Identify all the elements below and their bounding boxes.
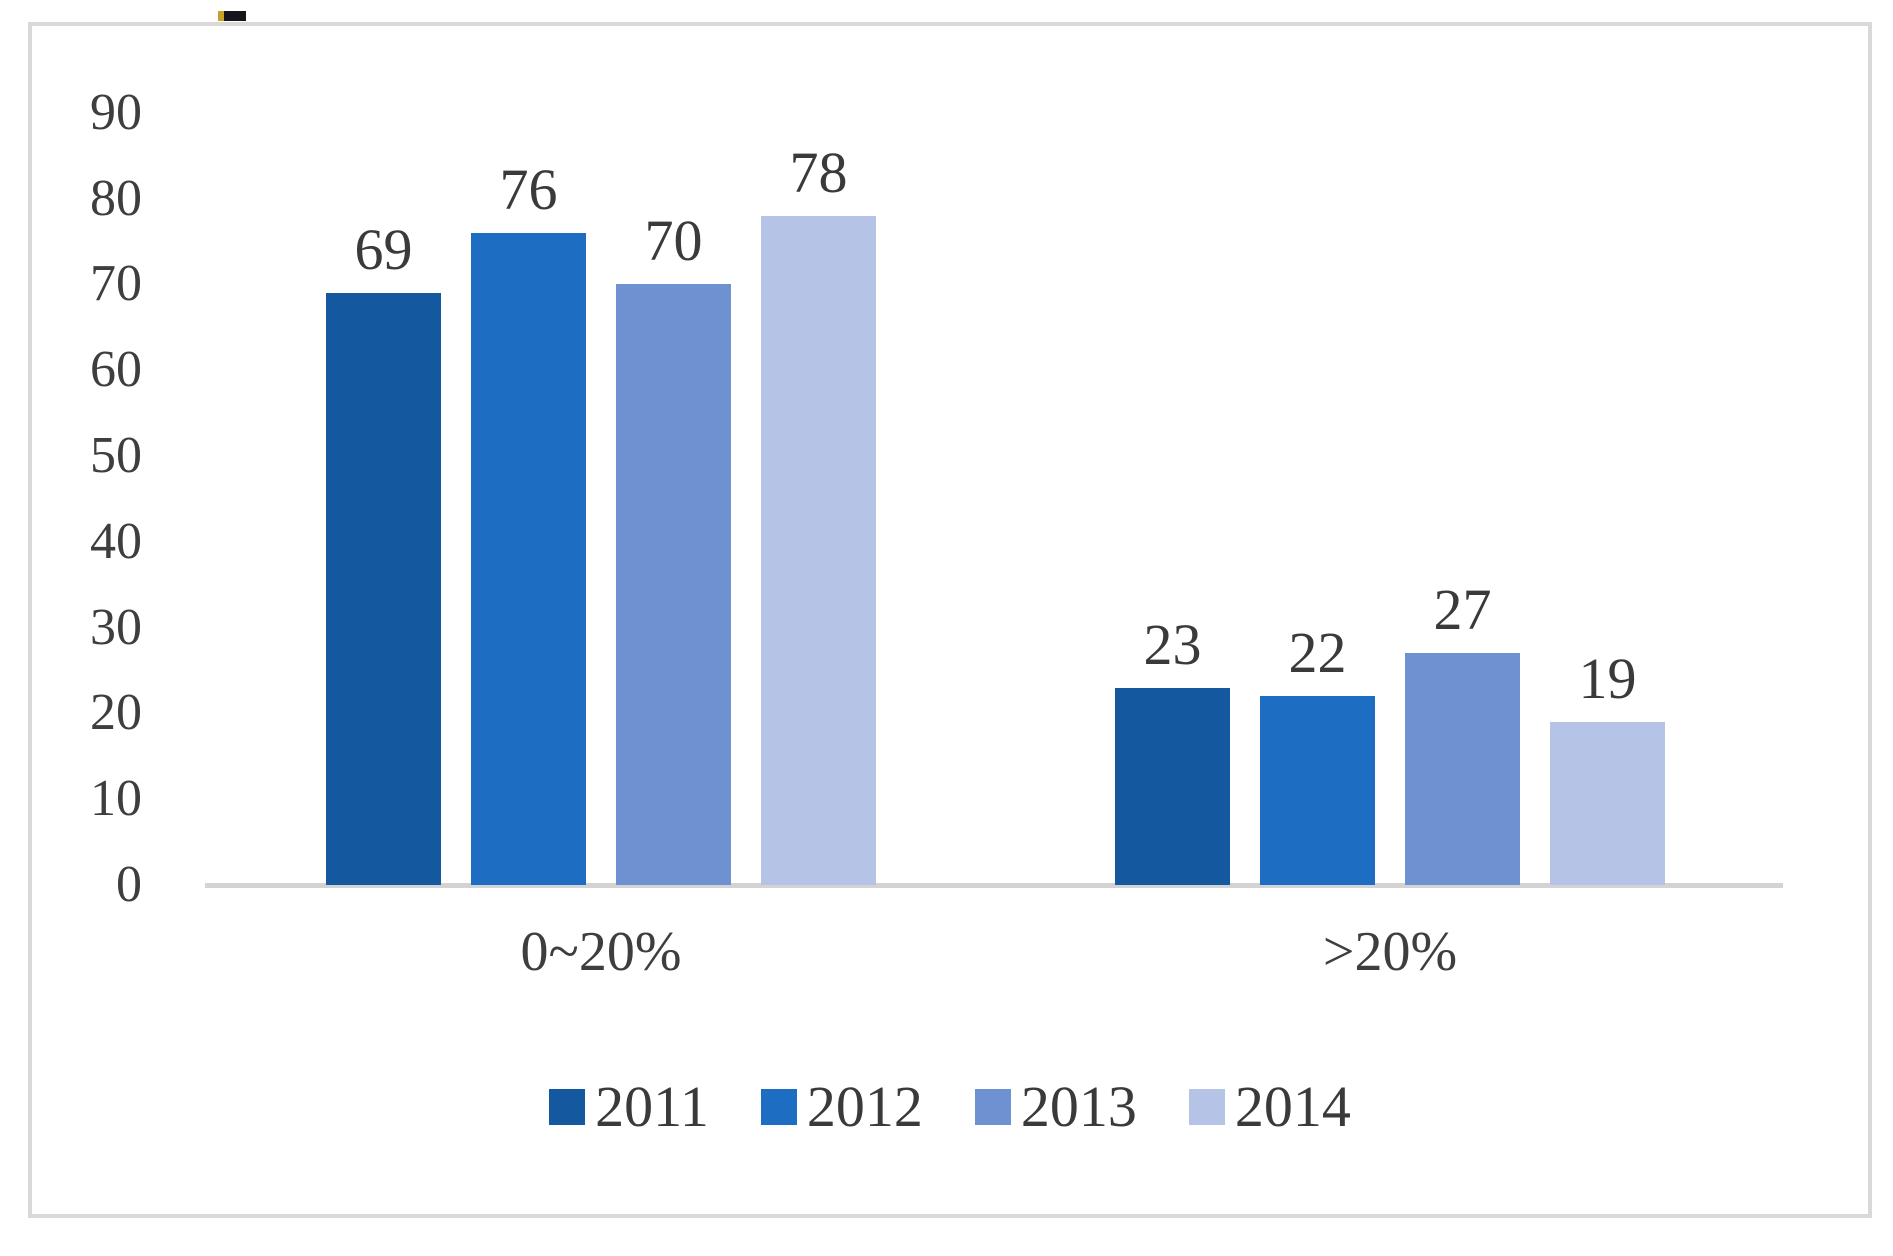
y-axis-tick-label-40: 40 bbox=[90, 512, 142, 570]
y-axis-tick-label-10: 10 bbox=[90, 770, 142, 828]
bar-chart-plot-area: 0 10 20 30 40 50 60 70 80 90 69 76 70 78 0~20% 23 22 27 19… bbox=[32, 26, 1868, 1214]
data-label-2014-category-2: 19 bbox=[1578, 646, 1637, 711]
bar-2011-category-1 bbox=[326, 293, 441, 885]
chart-legend: 2011 2012 2013 2014 bbox=[32, 1078, 1868, 1136]
y-axis-tick-label-60: 60 bbox=[90, 341, 142, 399]
legend-label-2014: 2014 bbox=[1234, 1074, 1351, 1139]
data-label-2014-category-1: 78 bbox=[789, 140, 848, 205]
data-label-2011-category-1: 69 bbox=[354, 217, 413, 282]
chart-frame: 0 10 20 30 40 50 60 70 80 90 69 76 70 78 0~20% 23 22 27 19… bbox=[28, 22, 1872, 1218]
y-axis-tick-label-90: 90 bbox=[90, 83, 142, 141]
bar-2014-category-1 bbox=[761, 216, 876, 885]
top-edge-mark bbox=[218, 11, 246, 21]
data-label-2012-category-2: 22 bbox=[1288, 620, 1347, 685]
legend-swatch-icon-2012 bbox=[760, 1089, 797, 1125]
y-axis-tick-label-30: 30 bbox=[90, 598, 142, 656]
legend-item-2014: 2014 bbox=[1188, 1074, 1351, 1139]
legend-item-2011: 2011 bbox=[549, 1078, 709, 1136]
legend-label-2013: 2013 bbox=[1020, 1074, 1137, 1139]
x-axis-category-label-1: 0~20% bbox=[520, 921, 682, 983]
legend-label-2012: 2012 bbox=[806, 1074, 923, 1139]
bar-2012-category-1 bbox=[471, 233, 586, 885]
bar-2013-category-2 bbox=[1405, 653, 1520, 885]
legend-swatch-icon-2014 bbox=[1188, 1089, 1225, 1125]
bar-2011-category-2 bbox=[1115, 688, 1230, 885]
bar-2013-category-1 bbox=[616, 284, 731, 885]
legend-label-2011: 2011 bbox=[595, 1074, 709, 1139]
bar-2014-category-2 bbox=[1550, 722, 1665, 885]
x-axis-category-label-2: >20% bbox=[1322, 921, 1458, 983]
legend-item-2013: 2013 bbox=[974, 1074, 1137, 1139]
bar-2012-category-2 bbox=[1260, 696, 1375, 885]
legend-item-2012: 2012 bbox=[760, 1074, 923, 1139]
legend-swatch-icon-2013 bbox=[974, 1089, 1011, 1125]
data-label-2012-category-1: 76 bbox=[499, 157, 558, 222]
y-axis-tick-label-50: 50 bbox=[90, 427, 142, 484]
x-axis-line bbox=[205, 883, 1783, 888]
y-axis-tick-label-70: 70 bbox=[90, 255, 142, 313]
y-axis-tick-label-80: 80 bbox=[90, 169, 142, 227]
data-label-2013-category-2: 27 bbox=[1433, 577, 1492, 642]
data-label-2011-category-2: 23 bbox=[1143, 612, 1202, 677]
y-axis-tick-label-20: 20 bbox=[90, 684, 142, 742]
mark-yellow-fragment bbox=[218, 11, 224, 21]
legend-swatch-icon-2011 bbox=[549, 1089, 586, 1125]
mark-black-fragment bbox=[224, 11, 246, 21]
data-label-2013-category-1: 70 bbox=[644, 208, 703, 273]
y-axis-tick-label-0: 0 bbox=[116, 856, 142, 913]
